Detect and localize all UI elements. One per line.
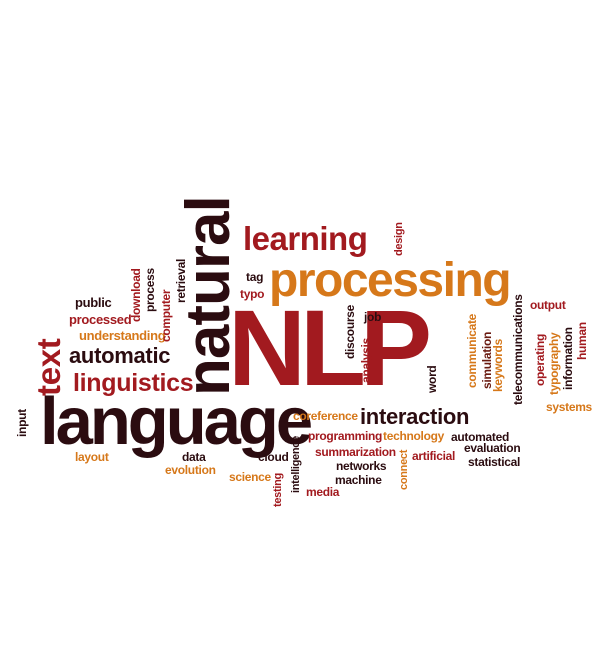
- word-processed: processed: [69, 312, 132, 327]
- word-input: input: [15, 409, 29, 437]
- word-linguistics: linguistics: [73, 369, 194, 397]
- word-public: public: [75, 295, 112, 310]
- word-tag: tag: [246, 270, 264, 284]
- word-language: language: [40, 384, 313, 459]
- word-automated: automated: [451, 430, 509, 444]
- word-science: science: [229, 470, 271, 484]
- word-testing: testing: [272, 473, 284, 507]
- word-human: human: [575, 322, 589, 360]
- word-media: media: [306, 485, 340, 499]
- word-processing: processing: [269, 254, 512, 307]
- word-statistical: statistical: [468, 455, 521, 469]
- word-programming: programming: [308, 429, 383, 443]
- word-machine: machine: [335, 473, 382, 487]
- word-communicate: communicate: [465, 313, 479, 388]
- word-artificial: artificial: [412, 449, 456, 463]
- word-telecommunications: telecommunications: [511, 294, 525, 405]
- word-summarization: summarization: [315, 445, 396, 459]
- word-design: design: [393, 222, 405, 256]
- word-output: output: [530, 298, 566, 312]
- word-learning: learning: [243, 220, 368, 257]
- word-typography: typography: [547, 332, 561, 395]
- word-connect: connect: [398, 449, 410, 490]
- word-automatic: automatic: [69, 343, 171, 368]
- word-process: process: [143, 268, 157, 312]
- word-intelligence: intelligence: [290, 436, 302, 493]
- word-layout: layout: [75, 450, 109, 464]
- word-word: word: [425, 365, 439, 393]
- word-retrieval: retrieval: [174, 259, 188, 303]
- word-cloud-word: cloud: [258, 450, 289, 464]
- word-job: job: [364, 310, 382, 324]
- word-evaluation: evaluation: [464, 441, 521, 455]
- word-information: information: [561, 327, 575, 390]
- word-interaction: interaction: [360, 404, 470, 429]
- word-keywords: keywords: [491, 339, 505, 392]
- word-computer: computer: [159, 289, 173, 342]
- word-download: download: [129, 268, 143, 322]
- word-analysis: analysis: [359, 338, 373, 383]
- word-coreference: coreference: [293, 409, 358, 423]
- word-text: text: [30, 338, 67, 397]
- word-discourse: discourse: [343, 305, 357, 359]
- word-data: data: [182, 450, 206, 464]
- word-systems: systems: [546, 400, 592, 414]
- word-understanding: understanding: [79, 328, 166, 343]
- word-technology: technology: [383, 429, 445, 443]
- word-operating: operating: [533, 334, 547, 386]
- word-typo: typo: [240, 287, 265, 301]
- word-evolution: evolution: [165, 463, 216, 477]
- word-networks: networks: [336, 459, 387, 473]
- word-nlp: NLP: [228, 287, 432, 408]
